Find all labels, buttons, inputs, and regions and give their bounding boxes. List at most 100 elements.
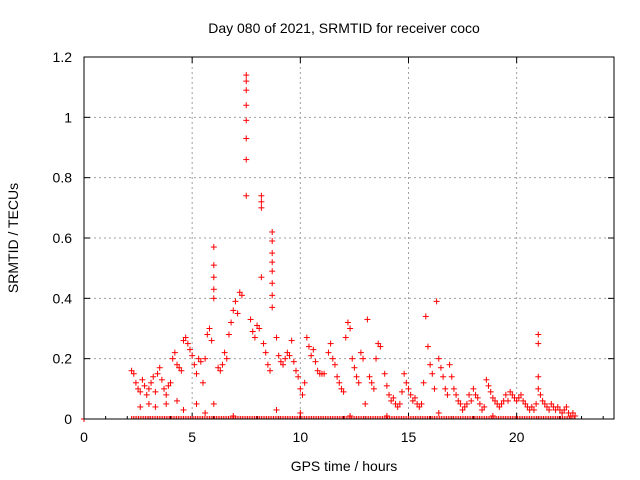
data-point xyxy=(535,340,542,347)
data-point xyxy=(314,367,321,374)
data-point xyxy=(349,355,356,362)
data-point xyxy=(225,331,232,338)
y-tick-label: 1.2 xyxy=(53,49,73,65)
data-point xyxy=(416,403,423,410)
data-point xyxy=(305,343,312,350)
data-point xyxy=(221,349,228,356)
y-tick-label: 0.2 xyxy=(53,351,73,367)
data-point xyxy=(174,397,181,404)
data-point xyxy=(357,349,364,356)
data-point xyxy=(543,403,550,410)
data-point xyxy=(513,397,520,404)
data-point xyxy=(223,355,230,362)
data-point xyxy=(505,397,511,404)
data-point xyxy=(197,358,204,365)
data-point xyxy=(466,391,473,398)
data-point xyxy=(459,406,466,413)
data-point xyxy=(169,355,176,362)
data-point xyxy=(130,370,137,377)
data-point xyxy=(269,259,276,266)
data-point xyxy=(247,316,254,323)
data-point xyxy=(507,388,514,395)
data-point xyxy=(256,325,263,332)
data-point xyxy=(535,373,542,380)
data-point xyxy=(370,385,377,392)
data-point xyxy=(161,385,168,392)
data-point xyxy=(541,400,548,407)
data-point xyxy=(331,361,338,368)
data-point xyxy=(489,394,496,401)
y-axis-title: SRMTID / TECUs xyxy=(5,183,21,293)
data-point xyxy=(139,376,146,383)
data-point xyxy=(269,292,276,299)
data-point xyxy=(230,307,237,314)
data-point xyxy=(264,361,271,368)
data-point xyxy=(176,364,183,371)
data-point xyxy=(481,403,488,410)
data-point xyxy=(269,304,276,311)
data-point xyxy=(165,382,172,389)
data-point xyxy=(336,379,343,386)
data-point xyxy=(563,403,570,410)
data-point xyxy=(308,352,315,359)
data-point xyxy=(137,403,144,410)
x-tick-label: 15 xyxy=(401,429,417,445)
data-point xyxy=(450,385,457,392)
data-point xyxy=(210,286,217,293)
data-point xyxy=(405,385,412,392)
data-point xyxy=(158,376,165,383)
data-point xyxy=(249,328,256,335)
data-point xyxy=(431,385,438,392)
plot-frame xyxy=(83,56,615,420)
data-point xyxy=(340,388,347,395)
data-point xyxy=(411,394,418,401)
data-point xyxy=(243,117,250,124)
data-point xyxy=(476,400,483,407)
data-point xyxy=(145,385,152,392)
data-point xyxy=(537,391,544,398)
data-point xyxy=(193,370,200,377)
data-point xyxy=(132,379,139,386)
data-point xyxy=(539,397,546,404)
data-point xyxy=(180,337,187,344)
data-point xyxy=(208,337,215,344)
data-point xyxy=(269,250,276,257)
data-point xyxy=(347,325,354,332)
data-point xyxy=(269,268,276,275)
data-point xyxy=(515,394,522,401)
data-point xyxy=(366,373,373,380)
data-point xyxy=(210,295,217,302)
x-axis-title: GPS time / hours xyxy=(291,458,398,474)
y-tick-label: 0.8 xyxy=(53,170,73,186)
y-tick-label: 1 xyxy=(64,109,72,125)
data-point xyxy=(171,349,178,356)
data-point xyxy=(163,400,170,407)
data-point xyxy=(258,204,265,211)
data-point xyxy=(293,367,299,374)
data-point xyxy=(401,370,408,377)
data-point xyxy=(303,334,310,341)
data-point xyxy=(215,364,222,371)
data-point xyxy=(269,228,276,235)
chart-title: Day 080 of 2021, SRMTID for receiver coc… xyxy=(208,20,480,36)
data-point xyxy=(297,385,304,392)
data-point xyxy=(381,370,388,377)
data-point xyxy=(286,352,293,359)
data-point xyxy=(163,391,170,398)
data-point xyxy=(180,406,187,413)
data-point xyxy=(353,373,360,380)
data-point xyxy=(280,361,287,368)
data-point xyxy=(440,373,447,380)
data-point xyxy=(403,379,410,386)
data-point xyxy=(437,364,444,371)
data-point xyxy=(238,292,245,299)
data-point xyxy=(135,385,142,392)
data-point xyxy=(457,400,464,407)
data-point xyxy=(174,361,181,368)
data-point xyxy=(561,406,568,413)
data-point xyxy=(128,367,135,374)
data-point xyxy=(199,379,206,386)
data-point xyxy=(429,370,436,377)
data-point xyxy=(154,370,161,377)
